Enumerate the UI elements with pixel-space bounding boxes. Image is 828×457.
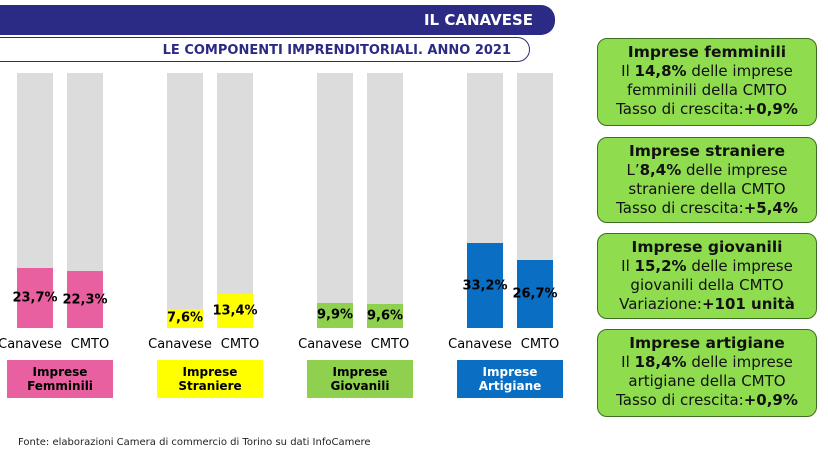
group-legend: Imprese Artigiane — [457, 360, 563, 398]
value-label: 33,2% — [462, 278, 508, 294]
category-label: CMTO — [220, 337, 260, 352]
info-text: +101 unità — [701, 295, 795, 313]
group-legend: Imprese Femminili — [7, 360, 113, 398]
info-line: L’8,4% delle imprese straniere della CMT… — [604, 161, 810, 199]
info-line: Il 14,8% delle imprese femminili della C… — [604, 62, 810, 100]
category-label: CMTO — [370, 337, 410, 352]
info-line: Variazione:+101 unità — [604, 295, 810, 314]
footnote: Fonte: elaborazioni Camera di commercio … — [18, 437, 371, 448]
bar — [167, 308, 203, 328]
info-text: 15,2% — [634, 257, 687, 275]
info-text: 8,4% — [639, 161, 682, 179]
group-legend: Imprese Straniere — [157, 360, 263, 398]
info-text: delle imprese straniere della CMTO — [628, 161, 788, 198]
category-label: Canavese — [448, 337, 512, 352]
info-box: Imprese femminili Il 14,8% delle imprese … — [597, 38, 817, 126]
category-label: Canavese — [0, 337, 62, 352]
category-label: Canavese — [298, 337, 362, 352]
info-text: Variazione: — [619, 295, 702, 313]
info-title: Imprese giovanili — [631, 238, 783, 256]
info-text: L’ — [626, 161, 640, 179]
info-line: Tasso di crescita:+0,9% — [604, 391, 810, 410]
value-label: 13,4% — [212, 303, 258, 319]
info-text: Il — [621, 62, 635, 80]
info-line: Tasso di crescita:+5,4% — [604, 199, 810, 218]
bar — [367, 303, 403, 328]
info-text: Tasso di crescita: — [616, 199, 744, 217]
info-text: +5,4% — [743, 199, 798, 217]
info-text: +0,9% — [743, 391, 798, 409]
info-text: 18,4% — [634, 353, 687, 371]
info-box: Imprese giovanili Il 15,2% delle imprese … — [597, 233, 817, 319]
info-text: delle imprese femminili della CMTO — [626, 62, 793, 99]
category-label: Canavese — [148, 337, 212, 352]
info-line: Il 15,2% delle imprese giovanili della C… — [604, 257, 810, 295]
category-label: CMTO — [520, 337, 560, 352]
title: IL CANAVESE — [0, 5, 555, 35]
bar-track — [367, 73, 403, 328]
value-label: 7,6% — [166, 310, 204, 326]
info-box: Imprese artigiane Il 18,4% delle imprese … — [597, 329, 817, 417]
bar — [67, 271, 103, 328]
bar — [517, 259, 553, 328]
subtitle: LE COMPONENTI IMPRENDITORIALI. ANNO 2021 — [0, 37, 530, 62]
bar — [317, 302, 353, 328]
info-title: Imprese straniere — [628, 142, 786, 160]
bar-track — [217, 73, 253, 328]
info-title: Imprese artigiane — [629, 334, 785, 352]
bar-track — [167, 73, 203, 328]
info-text: Il — [621, 257, 635, 275]
category-label: CMTO — [70, 337, 110, 352]
info-line: Tasso di crescita:+0,9% — [604, 100, 810, 119]
value-label: 9,6% — [366, 308, 404, 324]
info-text: Tasso di crescita: — [616, 100, 744, 118]
value-label: 9,9% — [316, 307, 354, 323]
info-text: Il — [621, 353, 635, 371]
info-text: +0,9% — [743, 100, 798, 118]
info-box: Imprese straniere L’8,4% delle imprese st… — [597, 137, 817, 223]
group-legend: Imprese Giovanili — [307, 360, 413, 398]
value-label: 26,7% — [512, 286, 558, 302]
bar — [17, 267, 53, 328]
info-text: delle imprese artigiane della CMTO — [628, 353, 793, 390]
info-text: delle imprese giovanili della CMTO — [630, 257, 793, 294]
bar — [217, 293, 253, 328]
bar-track — [317, 73, 353, 328]
info-title: Imprese femminili — [627, 43, 787, 61]
value-label: 23,7% — [12, 290, 58, 306]
bar — [467, 243, 503, 328]
info-line: Il 18,4% delle imprese artigiane della C… — [604, 353, 810, 391]
info-text: Tasso di crescita: — [616, 391, 744, 409]
info-text: 14,8% — [634, 62, 687, 80]
value-label: 22,3% — [62, 292, 108, 308]
